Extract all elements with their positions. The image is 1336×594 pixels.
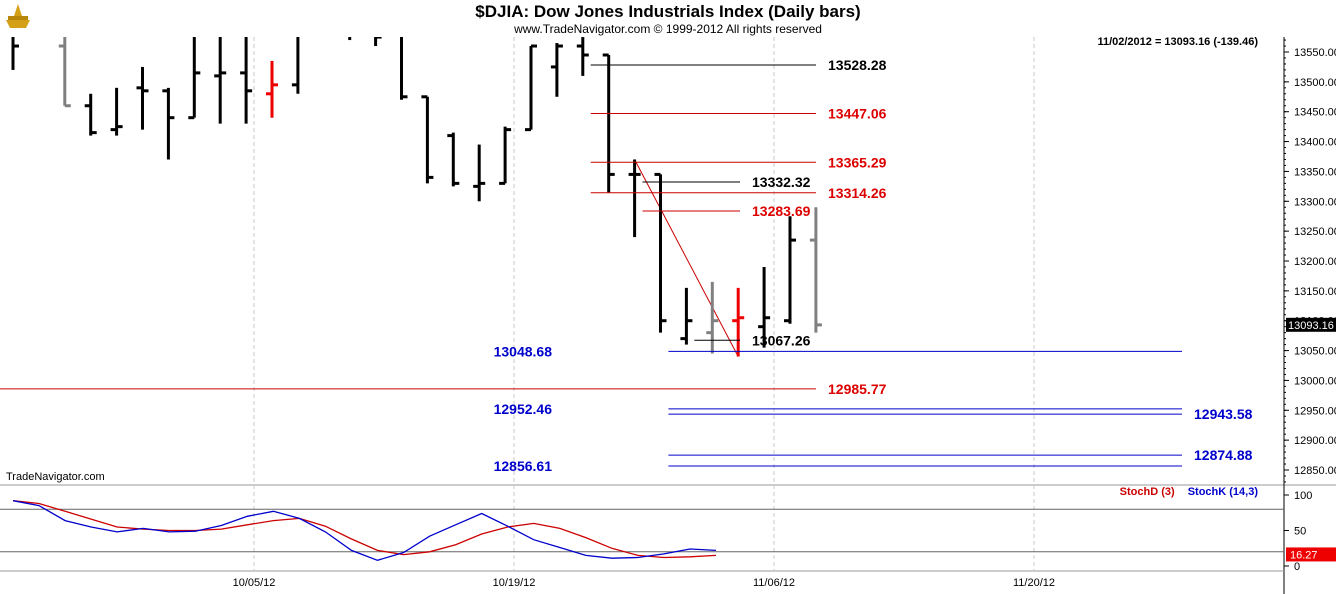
tradenavigator-logo-icon: [2, 2, 34, 30]
price-readout: 11/02/2012 = 13093.16 (-139.46): [1097, 36, 1258, 48]
ohlc-bar: [525, 44, 537, 132]
level-label: 13332.32: [752, 174, 811, 190]
y-tick-label: 13050.00: [1294, 346, 1336, 358]
ohlc-bar: [680, 287, 693, 345]
y-tick-label: 13150.00: [1294, 286, 1336, 298]
ohlc-bar: [58, 37, 71, 108]
x-tick-label: 11/20/12: [1013, 577, 1055, 589]
x-tick-label: 10/19/12: [493, 577, 536, 589]
level-label: 13067.26: [752, 332, 811, 348]
level-label: 13447.06: [828, 105, 887, 121]
stochk-line: [12, 500, 717, 561]
level-label: 12943.58: [1194, 406, 1253, 422]
y-tick-label: 13500.00: [1294, 77, 1336, 89]
ohlc-bar: [266, 60, 278, 118]
stochd-line: [12, 500, 717, 559]
ohlc-bar: [374, 37, 382, 47]
y-tick-label: 13200.00: [1294, 256, 1336, 268]
y-tick-label: 13400.00: [1294, 137, 1336, 149]
y-tick-label: 13300.00: [1294, 196, 1336, 208]
ohlc-bar: [110, 87, 123, 136]
y-tick-label: 13250.00: [1294, 226, 1336, 238]
level-label: 12952.46: [494, 401, 553, 417]
stoch-y-tick-label: 100: [1294, 490, 1312, 502]
level-label: 13528.28: [828, 57, 887, 73]
x-tick-label: 10/05/12: [233, 577, 276, 589]
ohlc-bar: [809, 207, 822, 333]
ohlc-bar: [550, 43, 563, 97]
ohlc-bar: [162, 87, 175, 160]
level-label: 13365.29: [828, 154, 887, 170]
level-label: 13314.26: [828, 185, 887, 201]
ohlc-bar: [84, 93, 97, 136]
last-price-tag-text: 13093.16: [1288, 320, 1334, 332]
stoch-last-tag-text: 16.27: [1290, 549, 1318, 561]
ohlc-bar: [473, 144, 486, 202]
indicator-legend: StochD (3) StochK (14,3): [1120, 486, 1258, 498]
ohlc-bar: [400, 37, 408, 100]
y-tick-label: 13000.00: [1294, 375, 1336, 387]
stoch-y-tick-label: 0: [1294, 561, 1300, 573]
legend-stochk: StochK (14,3): [1187, 486, 1258, 498]
level-label: 13048.68: [494, 343, 553, 359]
stoch-y-tick-label: 50: [1294, 526, 1306, 538]
y-tick-label: 13550.00: [1294, 47, 1336, 59]
y-tick-label: 12950.00: [1294, 405, 1336, 417]
ohlc-bar: [706, 281, 719, 354]
y-tick-label: 12850.00: [1294, 465, 1336, 477]
level-label: 12985.77: [828, 381, 887, 397]
level-label: 12856.61: [494, 458, 553, 474]
legend-stochd: StochD (3): [1119, 486, 1175, 498]
brand-label: TradeNavigator.com: [6, 471, 105, 483]
x-tick-label: 11/06/12: [753, 577, 795, 589]
ohlc-bar: [758, 266, 771, 348]
price-panel: [11, 37, 822, 357]
ohlc-bar: [240, 37, 253, 124]
ohlc-bar: [291, 37, 300, 94]
y-tick-label: 13450.00: [1294, 107, 1336, 119]
level-label: 12874.88: [1194, 447, 1253, 463]
ohlc-bar: [136, 66, 149, 130]
level-label: 13283.69: [752, 203, 811, 219]
last-price-tag: [1286, 317, 1336, 332]
ohlc-bar: [188, 37, 201, 120]
ohlc-bar: [447, 132, 460, 187]
ohlc-bar: [732, 287, 745, 357]
chart-subtitle: www.TradeNavigator.com © 1999-2012 All r…: [514, 22, 822, 36]
ohlc-bar: [628, 159, 641, 238]
ohlc-bar: [214, 37, 227, 124]
ohlc-bar: [784, 216, 796, 324]
ohlc-bar: [602, 53, 615, 193]
ohlc-bar: [499, 126, 512, 185]
y-tick-label: 12900.00: [1294, 435, 1336, 447]
ohlc-bar: [421, 95, 434, 184]
ohlc-bar: [654, 172, 667, 333]
ohlc-bar: [11, 37, 19, 70]
chart-title: $DJIA: Dow Jones Industrials Index (Dail…: [475, 2, 861, 21]
ohlc-bar: [576, 37, 589, 76]
stoch-last-tag: [1286, 547, 1336, 562]
y-tick-label: 13350.00: [1294, 166, 1336, 178]
